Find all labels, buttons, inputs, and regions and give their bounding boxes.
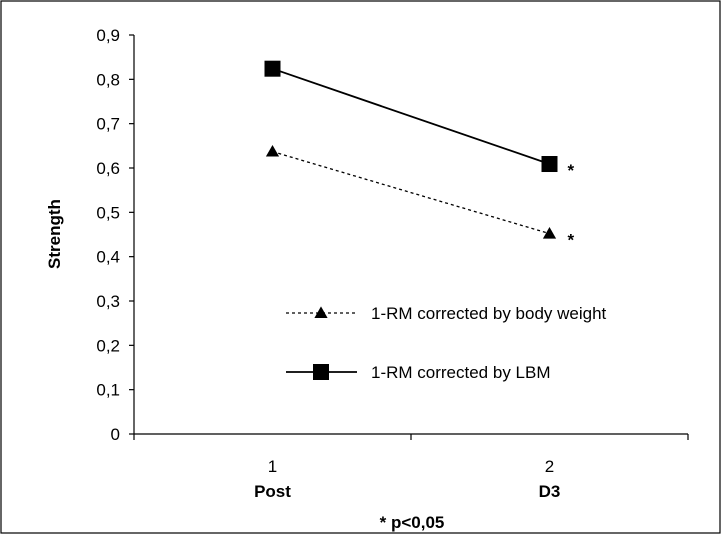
y-tick-label: 0,7: [96, 115, 120, 134]
x-tick-label: 2: [545, 457, 554, 476]
y-tick-label: 0,2: [96, 336, 120, 355]
legend-marker-square: [313, 364, 329, 380]
y-axis-label: Strength: [45, 199, 64, 269]
data-point-triangle: [265, 144, 280, 157]
series-line-square: [272, 67, 550, 165]
x-category-sublabel: Post: [254, 482, 291, 501]
y-tick-label: 0,9: [96, 26, 120, 45]
significance-marker: *: [568, 231, 575, 250]
y-tick-label: 0: [111, 425, 120, 444]
y-tick-label: 0,6: [96, 159, 120, 178]
legend-label: 1-RM corrected by body weight: [371, 304, 607, 323]
series-line-triangle: [272, 150, 550, 235]
x-category-sublabel: D3: [539, 482, 561, 501]
data-point-square: [264, 60, 281, 77]
legend-label: 1-RM corrected by LBM: [371, 363, 551, 382]
footnote: * p<0,05: [380, 513, 445, 532]
y-tick-label: 0,3: [96, 292, 120, 311]
data-point-triangle: [542, 227, 557, 239]
y-tick-label: 0,5: [96, 203, 120, 222]
data-point-square: [541, 156, 558, 173]
x-tick-label: 1: [268, 457, 277, 476]
legend-marker-triangle: [314, 306, 328, 318]
y-tick-label: 0,4: [96, 248, 120, 267]
y-tick-label: 0,1: [96, 381, 120, 400]
significance-marker: *: [568, 161, 575, 180]
y-tick-label: 0,8: [96, 70, 120, 89]
